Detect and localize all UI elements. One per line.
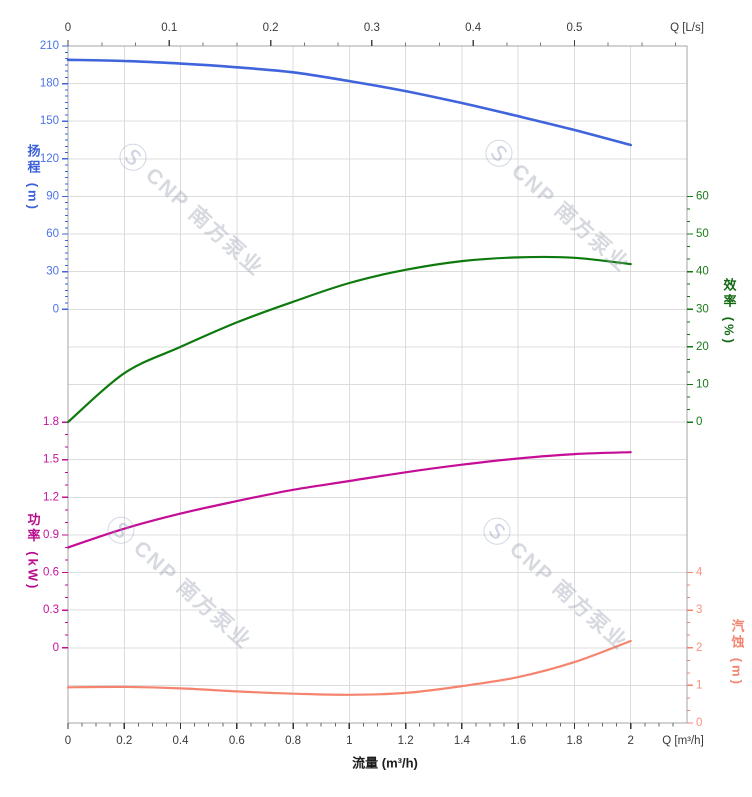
svg-text:0: 0 <box>53 303 59 315</box>
svg-text:2: 2 <box>696 642 702 654</box>
efficiency-axis: 60 50 40 30 20 10 0 <box>687 190 709 428</box>
svg-text:60: 60 <box>696 190 709 202</box>
power-curve <box>66 451 632 549</box>
svg-text:1.4: 1.4 <box>454 735 471 747</box>
power-axis: 1.8 1.5 1.2 0.9 0.6 0.3 0 <box>43 416 68 654</box>
svg-text:150: 150 <box>40 115 59 127</box>
svg-text:30: 30 <box>46 266 59 278</box>
svg-text:210: 210 <box>40 40 59 52</box>
svg-text:0.2: 0.2 <box>116 735 132 747</box>
svg-text:180: 180 <box>40 78 59 90</box>
svg-text:0.4: 0.4 <box>173 735 190 747</box>
top-axis-unit-label: Q [L/s] <box>670 22 704 34</box>
svg-text:0.6: 0.6 <box>43 567 59 579</box>
svg-text:10: 10 <box>696 379 709 391</box>
svg-text:0: 0 <box>53 642 59 654</box>
npsh-axis: 4 3 2 1 0 <box>687 567 703 729</box>
grid-lines <box>68 46 687 723</box>
svg-text:0.6: 0.6 <box>229 735 245 747</box>
npsh-curve <box>66 639 632 696</box>
svg-text:120: 120 <box>40 153 59 165</box>
head-axis-title: 扬程 (m) <box>25 144 41 212</box>
npsh-axis-title: 汽蚀 (m) <box>729 619 745 687</box>
svg-text:0.3: 0.3 <box>364 22 380 34</box>
head-curve <box>66 58 632 147</box>
svg-text:0.8: 0.8 <box>285 735 301 747</box>
svg-text:20: 20 <box>696 341 709 353</box>
power-axis-title: 功率 (kW) <box>25 512 41 592</box>
efficiency-curve <box>66 255 632 424</box>
svg-text:1: 1 <box>696 679 702 691</box>
bottom-axis: 0 0.2 0.4 0.6 0.8 1 1.2 1.4 1.6 1.8 2 <box>65 723 674 747</box>
svg-text:1.6: 1.6 <box>510 735 526 747</box>
svg-text:2: 2 <box>628 735 634 747</box>
svg-text:3: 3 <box>696 604 702 616</box>
bottom-axis-unit-label: Q [m³/h] <box>662 735 704 747</box>
svg-text:1.2: 1.2 <box>398 735 414 747</box>
head-axis: 210 180 150 120 90 60 30 0 <box>40 40 68 315</box>
efficiency-axis-title: 效率 (%) <box>721 278 737 346</box>
svg-text:50: 50 <box>696 228 709 240</box>
svg-text:1: 1 <box>346 735 352 747</box>
svg-text:0: 0 <box>696 416 702 428</box>
svg-text:0.5: 0.5 <box>566 22 582 34</box>
svg-text:0.1: 0.1 <box>161 22 177 34</box>
svg-text:0.3: 0.3 <box>43 604 59 616</box>
svg-text:1.8: 1.8 <box>43 416 59 428</box>
flow-axis-title: 流量 (m³/h) <box>352 755 418 771</box>
top-axis: 0 0.1 0.2 0.3 0.4 0.5 <box>65 22 677 46</box>
svg-text:30: 30 <box>696 303 709 315</box>
svg-text:0: 0 <box>65 22 71 34</box>
svg-text:0: 0 <box>65 735 71 747</box>
svg-text:1.8: 1.8 <box>566 735 582 747</box>
svg-text:90: 90 <box>46 190 59 202</box>
svg-text:0.4: 0.4 <box>465 22 482 34</box>
svg-text:60: 60 <box>46 228 59 240</box>
svg-text:0.2: 0.2 <box>263 22 279 34</box>
svg-text:1.5: 1.5 <box>43 454 59 466</box>
svg-text:4: 4 <box>696 567 703 579</box>
svg-text:0: 0 <box>696 717 702 729</box>
svg-text:0.9: 0.9 <box>43 529 59 541</box>
svg-text:40: 40 <box>696 266 709 278</box>
svg-text:1.2: 1.2 <box>43 491 59 503</box>
